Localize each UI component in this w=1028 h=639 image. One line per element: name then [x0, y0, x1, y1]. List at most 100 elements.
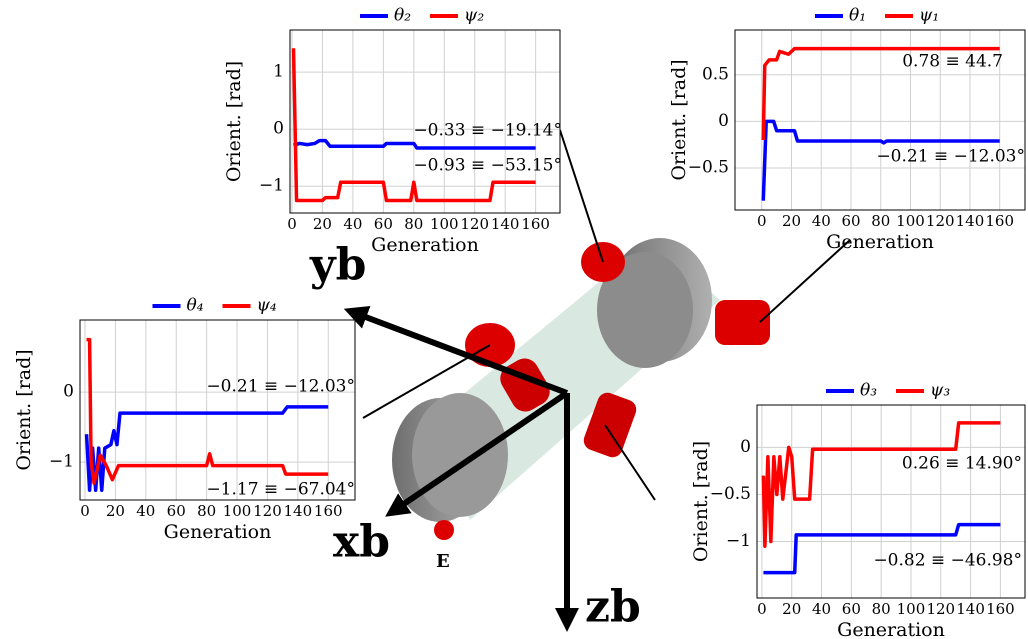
x-tick-label: 60 — [842, 600, 861, 618]
series-line — [293, 138, 536, 150]
plot-frame — [756, 404, 1026, 599]
x-tick-label: 160 — [986, 600, 1015, 618]
leader-line — [559, 129, 604, 263]
series-line — [86, 337, 329, 485]
y-tick-label: −1 — [726, 531, 751, 551]
x-tick-label: 100 — [223, 502, 252, 520]
chart: 0 20 40 60 80 100 120 140 160 −1 0 1 θ₂ ψ₂ Generation O… — [223, 4, 562, 256]
series-line — [761, 119, 1000, 201]
annotation: −0.93 ≡ −53.15° — [413, 156, 562, 176]
chart: 0 20 40 60 80 100 120 140 160 −1 −0.5 0 θ₃ ψ₃ Generati… — [690, 379, 1026, 639]
legend-label: ψ₁ — [919, 6, 939, 26]
annotation: −0.21 ≡ −12.03° — [206, 377, 355, 397]
x-tick-label: 160 — [521, 215, 550, 233]
annotation: −0.82 ≡ −46.98° — [873, 551, 1022, 571]
x-tick-label: 80 — [871, 212, 890, 230]
axis-label: zb — [585, 582, 641, 633]
y-tick-label: 0 — [63, 382, 74, 402]
x-tick-label: 60 — [374, 215, 393, 233]
plot-area — [735, 30, 1025, 210]
legend-label: ψ₃ — [930, 381, 950, 401]
series-line — [84, 405, 329, 492]
series-line — [763, 522, 1001, 575]
y-axis-label: Orient. [rad] — [13, 349, 35, 470]
leader-line — [759, 239, 851, 323]
y-tick-label: −1 — [49, 452, 74, 472]
x-tick-label: 100 — [896, 212, 925, 230]
x-tick-label: 80 — [404, 215, 423, 233]
legend-label: θ₂ — [394, 6, 411, 26]
y-axis-label: Orient. [rad] — [668, 59, 690, 180]
plot-frame — [734, 29, 1026, 211]
plot-frame — [289, 29, 561, 214]
series-line — [761, 421, 1001, 548]
annotation: 0.26 ≡ 14.90° — [902, 454, 1022, 474]
x-tick-label: 140 — [491, 215, 520, 233]
chart: 0 20 40 60 80 100 120 140 160 −1 0 θ₄ ψ₄ Generation Or… — [13, 294, 356, 543]
x-tick-label: 40 — [136, 502, 155, 520]
x-tick-label: 100 — [897, 600, 926, 618]
legend-label: ψ₄ — [257, 296, 277, 316]
x-tick-label: 120 — [926, 600, 955, 618]
end-effector-label: E — [436, 551, 450, 572]
legend-label: θ₄ — [187, 296, 204, 316]
x-tick-label: 0 — [80, 502, 90, 520]
link — [715, 300, 770, 345]
chart: 0 20 40 60 80 100 120 140 160 −0.5 0 0.5 θ₁ ψ₁ Generat… — [668, 4, 1026, 253]
axis-label: xb — [333, 517, 390, 568]
x-tick-label: 100 — [430, 215, 459, 233]
y-tick-label: −0.5 — [688, 158, 729, 178]
leader-line — [362, 344, 491, 419]
legend-label: θ₁ — [849, 6, 866, 26]
plot-area — [80, 320, 355, 500]
x-tick-label: 80 — [197, 502, 216, 520]
x-tick-label: 0 — [287, 215, 297, 233]
y-axis-label: Orient. [rad] — [223, 61, 245, 182]
x-tick-label: 80 — [872, 600, 891, 618]
x-axis-label: Generation — [837, 619, 945, 639]
y-tick-label: 0.5 — [702, 64, 729, 84]
legend-label: ψ₂ — [464, 6, 484, 26]
x-tick-label: 140 — [956, 600, 985, 618]
annotation: −1.17 ≡ −67.04° — [206, 480, 355, 500]
y-tick-label: 1 — [273, 62, 284, 82]
x-tick-label: 120 — [926, 212, 955, 230]
base-disk-face — [412, 393, 508, 517]
axis-label: yb — [309, 240, 366, 291]
x-tick-label: 160 — [314, 502, 343, 520]
x-axis-label: Generation — [826, 231, 934, 253]
annotation: −0.21 ≡ −12.03° — [876, 147, 1025, 167]
y-tick-label: 0 — [273, 119, 284, 139]
x-tick-label: 40 — [812, 212, 831, 230]
plot-area — [757, 405, 1025, 598]
axis-arrow — [385, 390, 569, 517]
y-tick-label: −1 — [259, 176, 284, 196]
end-effector — [434, 520, 454, 540]
link — [583, 392, 637, 458]
x-tick-label: 160 — [985, 212, 1014, 230]
x-tick-label: 20 — [106, 502, 125, 520]
series-line — [291, 48, 536, 203]
x-axis-label: Generation — [371, 234, 479, 256]
x-tick-label: 40 — [812, 600, 831, 618]
x-tick-label: 40 — [343, 215, 362, 233]
y-tick-label: 0 — [740, 437, 751, 457]
x-tick-label: 20 — [782, 212, 801, 230]
x-tick-label: 0 — [757, 212, 767, 230]
plot-frame — [79, 319, 356, 501]
leader-line — [604, 424, 656, 501]
x-tick-label: 140 — [284, 502, 313, 520]
x-tick-label: 20 — [313, 215, 332, 233]
x-axis-label: Generation — [164, 521, 272, 543]
robot-illustration: yb xb zb E — [309, 129, 851, 633]
x-tick-label: 20 — [782, 600, 801, 618]
y-tick-label: 0 — [718, 111, 729, 131]
x-tick-label: 140 — [956, 212, 985, 230]
y-axis-label: Orient. [rad] — [690, 441, 712, 562]
legend-label: θ₃ — [860, 381, 877, 401]
x-tick-label: 120 — [253, 502, 282, 520]
top-disk-face — [597, 252, 693, 368]
x-tick-label: 0 — [757, 600, 767, 618]
y-tick-label: −0.5 — [710, 484, 751, 504]
